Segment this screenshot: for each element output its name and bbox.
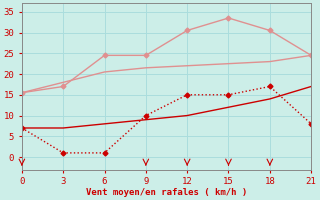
X-axis label: Vent moyen/en rafales ( km/h ): Vent moyen/en rafales ( km/h ) <box>86 188 247 197</box>
